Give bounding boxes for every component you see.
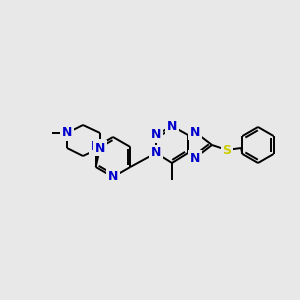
- Text: N: N: [95, 142, 105, 154]
- Text: N: N: [108, 170, 118, 184]
- Text: N: N: [190, 125, 200, 139]
- Text: N: N: [62, 127, 72, 140]
- Text: N: N: [151, 128, 161, 142]
- Text: S: S: [223, 143, 232, 157]
- Text: N: N: [91, 140, 101, 154]
- Text: N: N: [190, 152, 200, 164]
- Text: N: N: [167, 119, 177, 133]
- Text: N: N: [151, 146, 161, 160]
